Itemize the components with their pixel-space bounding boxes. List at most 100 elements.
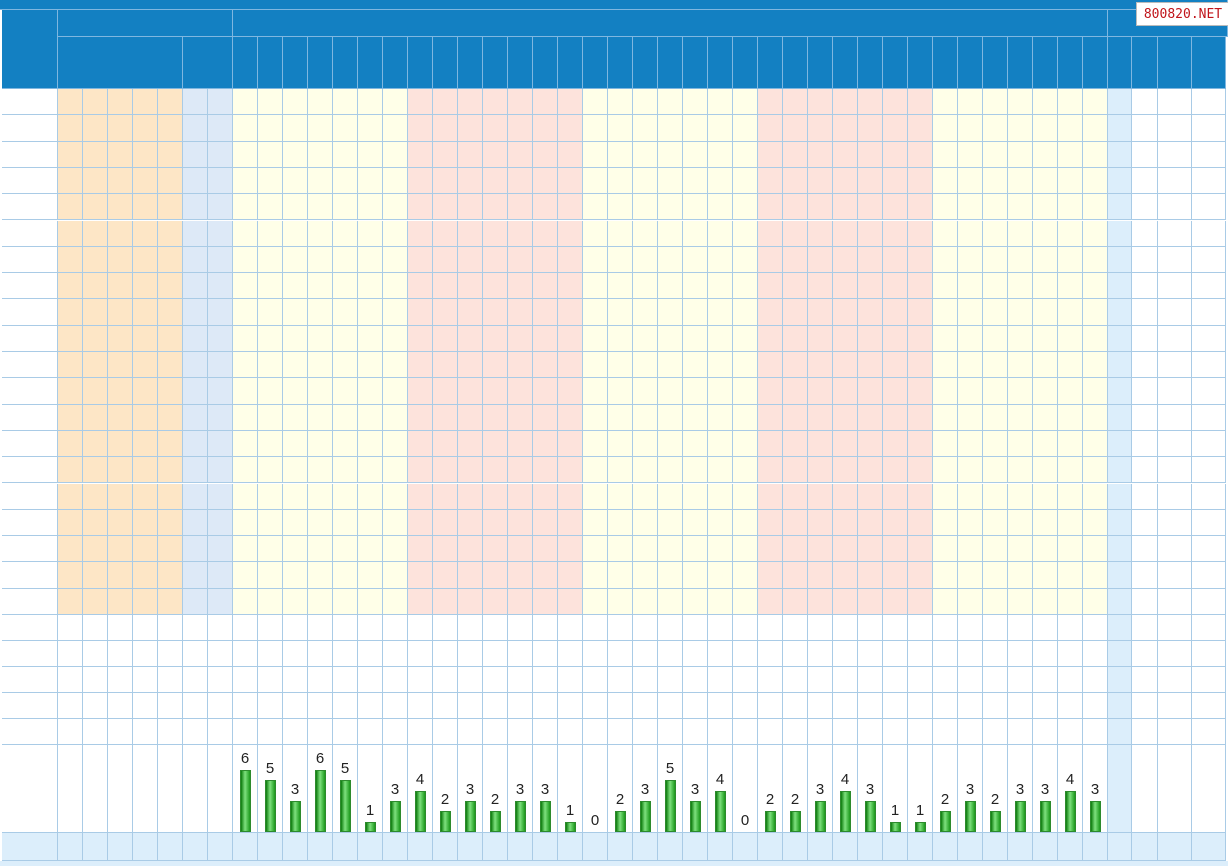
trend-cell: [533, 246, 558, 274]
analysis-ratio: [1192, 115, 1226, 142]
empty-row-cell: [1158, 615, 1192, 641]
trend-cell: [383, 509, 408, 537]
trend-cell: [633, 194, 658, 221]
analysis-ratio: [1192, 509, 1226, 537]
trend-cell: [358, 509, 383, 537]
trend-cell: [808, 299, 833, 326]
trend-cell: [408, 509, 433, 537]
stats-count-label: 3: [540, 781, 550, 798]
trend-cell: [908, 246, 933, 274]
stats-blank-cell: [208, 745, 233, 833]
trend-cell: [383, 220, 408, 247]
header-strip: [0, 0, 1228, 10]
front-number: [158, 378, 183, 405]
trend-cell: [683, 325, 708, 352]
trend-cell: [1083, 430, 1108, 458]
trend-cell: [983, 299, 1008, 326]
trend-cell: [458, 509, 483, 537]
trend-cell: [258, 378, 283, 405]
empty-row-cell: [908, 615, 933, 641]
stats-count-label: 2: [490, 791, 500, 808]
stats-bar: [615, 811, 626, 832]
empty-row-cell: [958, 719, 983, 745]
trend-cell: [458, 378, 483, 405]
trend-cell: [833, 536, 858, 563]
empty-row-cell: [758, 641, 783, 667]
empty-row-cell: [483, 641, 508, 667]
trend-cell: [1033, 430, 1058, 458]
stats-bar: [890, 822, 901, 832]
trend-cell: [758, 299, 783, 326]
empty-row-cell: [58, 693, 83, 719]
trend-cell: [258, 220, 283, 247]
trend-cell: [783, 167, 808, 195]
trend-cell: [958, 536, 983, 563]
empty-row-cell: [758, 693, 783, 719]
front-number: [133, 483, 158, 510]
empty-row-cell: [1083, 719, 1108, 745]
analysis-consec: [1132, 220, 1158, 247]
trend-cell: [358, 378, 383, 405]
analysis-sum: [1158, 562, 1192, 589]
analysis-ratio: [1192, 430, 1226, 458]
analysis-repeat: [1108, 89, 1132, 116]
trend-cell: [608, 194, 633, 221]
footer-number: [458, 833, 483, 861]
empty-row-cell: [458, 641, 483, 667]
trend-cell: [333, 430, 358, 458]
trend-cell: [533, 562, 558, 589]
empty-row-cell: [533, 693, 558, 719]
trend-cell: [783, 89, 808, 116]
bottom-strip: [0, 861, 1228, 866]
trend-column-header: [383, 37, 408, 89]
trend-cell: [308, 194, 333, 221]
front-number: [58, 115, 83, 142]
trend-cell: [333, 378, 358, 405]
trend-cell: [483, 325, 508, 352]
analysis-sum: [1158, 509, 1192, 537]
trend-column-header: [1008, 37, 1033, 89]
trend-cell: [1033, 246, 1058, 274]
trend-cell: [608, 404, 633, 431]
analysis-sum: [1158, 141, 1192, 168]
empty-row-cell: [933, 641, 958, 667]
trend-cell: [683, 194, 708, 221]
trend-cell: [708, 562, 733, 589]
empty-row-cell: [258, 615, 283, 641]
trend-cell: [658, 483, 683, 510]
empty-row-cell: [483, 693, 508, 719]
trend-cell: [258, 536, 283, 563]
trend-cell: [458, 588, 483, 615]
front-number: [158, 562, 183, 589]
back-number: [208, 299, 233, 326]
empty-row-cell: [583, 615, 608, 641]
trend-cell: [483, 167, 508, 195]
stats-count-label: 4: [415, 771, 425, 788]
trend-cell: [533, 325, 558, 352]
back-number: [208, 352, 233, 379]
trend-cell: [333, 483, 358, 510]
front-number: [133, 430, 158, 458]
empty-row-cell: [808, 615, 833, 641]
trend-cell: [758, 194, 783, 221]
trend-cell: [933, 562, 958, 589]
footer-number: [508, 833, 533, 861]
trend-cell: [658, 378, 683, 405]
trend-cell: [708, 115, 733, 142]
trend-cell: [933, 273, 958, 300]
trend-cell: [908, 299, 933, 326]
trend-cell: [408, 430, 433, 458]
back-number: [208, 89, 233, 116]
footer-number: [908, 833, 933, 861]
empty-row-cell: [633, 667, 658, 693]
back-number: [208, 246, 233, 274]
trend-cell: [858, 536, 883, 563]
back-number: [183, 378, 208, 405]
empty-row-cell: [833, 719, 858, 745]
back-number: [183, 246, 208, 274]
header-front: [58, 37, 183, 89]
analysis-sum: [1158, 220, 1192, 247]
period-cell: [2, 430, 58, 458]
trend-cell: [358, 273, 383, 300]
empty-row-cell: [783, 667, 808, 693]
